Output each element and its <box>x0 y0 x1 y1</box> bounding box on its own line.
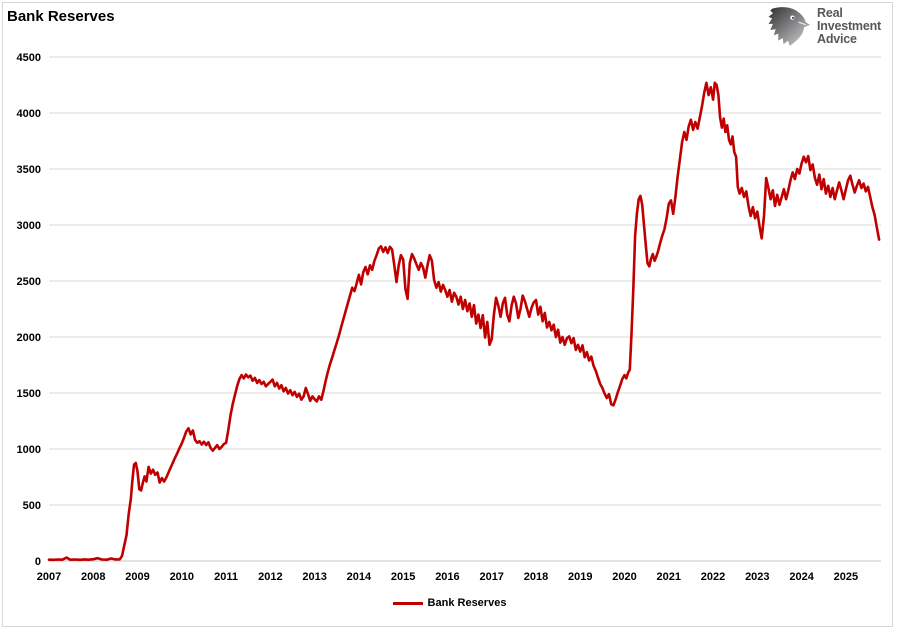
ria-logo-line-2: Investment <box>817 19 881 33</box>
x-axis-label: 2017 <box>479 571 503 583</box>
x-axis-label: 2020 <box>612 571 636 583</box>
x-axis-label: 2015 <box>391 571 415 583</box>
x-axis-label: 2010 <box>170 571 194 583</box>
y-axis-label: 500 <box>23 500 41 512</box>
x-axis-label: 2011 <box>214 571 238 583</box>
x-axis-label: 2023 <box>745 571 769 583</box>
ria-logo-line-1: Real <box>817 6 843 20</box>
y-axis-label: 3500 <box>17 164 41 176</box>
x-axis-label: 2014 <box>347 571 372 583</box>
ria-logo-line-3: Advice <box>817 32 857 46</box>
legend-line-swatch <box>392 601 423 605</box>
x-axis-label: 2022 <box>701 571 725 583</box>
y-axis-label: 1000 <box>17 444 41 456</box>
x-axis-label: 2007 <box>37 571 61 583</box>
page-title: Bank Reserves <box>7 8 115 25</box>
x-axis-label: 2021 <box>657 571 681 583</box>
x-axis-label: 2008 <box>81 571 105 583</box>
y-axis-label: 4500 <box>17 52 41 64</box>
y-axis-label: 0 <box>35 556 41 568</box>
y-axis-label: 1500 <box>17 388 41 400</box>
x-axis-label: 2012 <box>258 571 282 583</box>
x-axis-label: 2018 <box>524 571 548 583</box>
bank-reserves-line <box>47 81 881 562</box>
ria-eagle-icon <box>768 7 811 46</box>
y-axis-label: 2000 <box>17 332 41 344</box>
real-investment-advice-logo: Real Investment Advice <box>765 6 881 47</box>
y-axis-label: 4000 <box>17 108 41 120</box>
legend-label: Bank Reserves <box>427 597 507 609</box>
x-axis-label: 2016 <box>435 571 459 583</box>
y-axis-label: 3000 <box>17 220 41 232</box>
x-axis-label: 2009 <box>125 571 149 583</box>
x-axis-label: 2019 <box>568 571 592 583</box>
x-axis-label: 2013 <box>302 571 326 583</box>
y-axis-label: 2500 <box>17 276 41 288</box>
x-axis-label: 2025 <box>834 571 858 583</box>
x-axis-label: 2024 <box>789 571 814 583</box>
legend: Bank Reserves <box>0 597 899 609</box>
ria-logo-text: Real Investment Advice <box>817 7 881 46</box>
